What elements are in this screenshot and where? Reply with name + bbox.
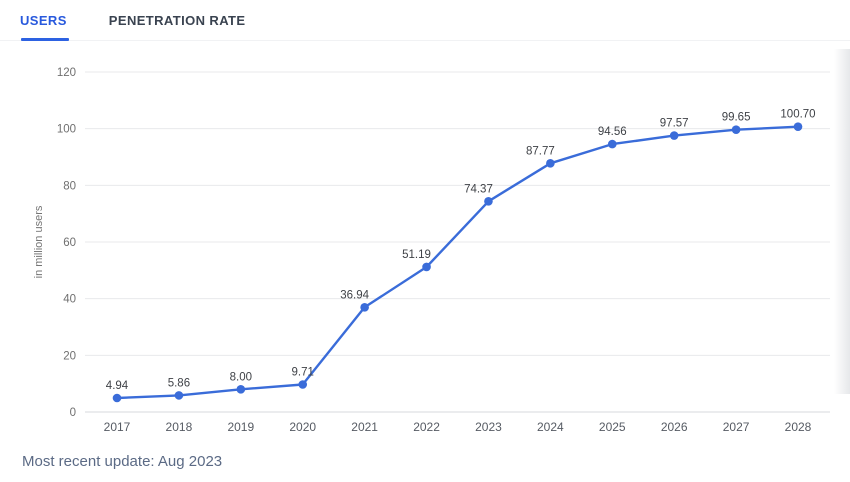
y-tick-label: 0 — [70, 407, 76, 419]
data-point-label: 94.56 — [598, 126, 627, 138]
data-point-label: 97.57 — [660, 118, 689, 130]
x-tick-label: 2018 — [166, 420, 193, 434]
y-tick-label: 20 — [63, 350, 76, 362]
x-tick-label: 2023 — [475, 420, 502, 434]
x-tick-label: 2026 — [661, 420, 688, 434]
y-tick-label: 60 — [63, 237, 76, 249]
tab-penetration-rate-label: PENETRATION RATE — [108, 12, 246, 28]
data-point[interactable] — [669, 131, 679, 140]
x-tick-label: 2024 — [537, 420, 564, 434]
data-point[interactable] — [298, 380, 308, 389]
data-point-label: 36.94 — [340, 289, 369, 301]
data-point-label: 87.77 — [526, 145, 555, 157]
data-point[interactable] — [607, 139, 617, 149]
line-chart-svg: 0 20 40 60 80 100 120 in million users 4.94 2017 5… — [33, 67, 830, 434]
data-point[interactable] — [360, 303, 369, 312]
users-line-chart: 0 20 40 60 80 100 120 in million users 4.94 2017 5… — [0, 41, 850, 441]
data-point-label: 8.00 — [230, 371, 252, 383]
data-point[interactable] — [484, 196, 493, 206]
data-point[interactable] — [236, 385, 246, 394]
y-tick-label: 40 — [63, 294, 76, 306]
data-point[interactable] — [731, 125, 741, 134]
y-tick-label: 120 — [57, 67, 76, 79]
y-axis-title: in million users — [33, 205, 45, 278]
tab-users-label: USERS — [20, 12, 67, 28]
data-point-label: 74.37 — [464, 183, 493, 195]
data-line — [115, 125, 800, 400]
data-point-label: 5.86 — [168, 377, 190, 389]
data-point[interactable] — [174, 391, 184, 400]
x-tick-label: 2020 — [289, 420, 316, 434]
y-tick-label: 100 — [57, 124, 76, 136]
data-point[interactable] — [112, 393, 122, 403]
data-point[interactable] — [546, 159, 555, 168]
x-tick-label: 2025 — [599, 420, 626, 434]
x-tick-label: 2027 — [723, 420, 750, 434]
data-point[interactable] — [422, 262, 431, 272]
data-point-label: 100.70 — [780, 109, 815, 121]
data-point[interactable] — [793, 122, 803, 131]
x-tick-label: 2019 — [227, 420, 254, 434]
x-tick-label: 2028 — [785, 420, 812, 434]
x-tick-label: 2022 — [413, 420, 440, 434]
data-point-label: 9.71 — [292, 366, 314, 378]
data-point-label: 99.65 — [722, 112, 751, 124]
tab-users[interactable]: USERS — [20, 0, 69, 41]
data-point-label: 51.19 — [402, 249, 431, 261]
y-tick-label: 80 — [63, 180, 76, 192]
update-note: Most recent update: Aug 2023 — [0, 441, 850, 470]
data-point-label: 4.94 — [106, 380, 129, 392]
x-tick-label: 2017 — [104, 420, 131, 434]
x-tick-label: 2021 — [351, 420, 378, 434]
update-note-text: Most recent update: Aug 2023 — [22, 453, 223, 470]
tab-penetration-rate[interactable]: PENETRATION RATE — [109, 0, 246, 41]
tab-bar: USERS PENETRATION RATE — [0, 0, 850, 41]
